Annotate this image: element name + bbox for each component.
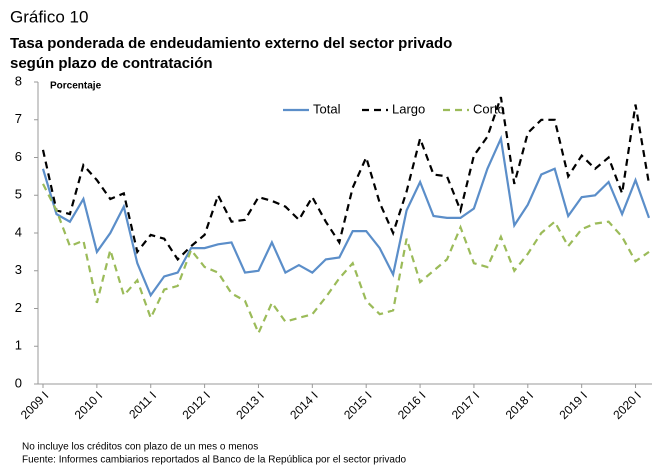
x-tick-label: 2012 I — [179, 388, 212, 421]
y-tick-label: 3 — [15, 262, 22, 277]
y-axis-label: Porcentaje — [50, 81, 102, 92]
note: Fuente: Informes cambiarios reportados a… — [22, 455, 407, 466]
chart-title: Tasa ponderada de endeudamiento externo … — [10, 35, 452, 52]
note: No incluye los créditos con plazo de un … — [22, 442, 258, 453]
series-line — [41, 134, 651, 298]
x-tick-label: 2011 I — [126, 388, 159, 421]
x-tick-label: 2020 I — [610, 388, 643, 421]
x-tick-label: 2019 I — [557, 388, 590, 421]
chart-title: según plazo de contratación — [10, 55, 213, 72]
legend-label: Corto — [473, 101, 505, 116]
x-tick-label: 2017 I — [449, 388, 482, 421]
x-tick-label: 2018 I — [503, 388, 536, 421]
y-tick-label: 1 — [15, 338, 22, 353]
y-tick-label: 4 — [15, 224, 22, 239]
x-tick-label: 2014 I — [287, 388, 320, 421]
legend-label: Largo — [392, 101, 425, 116]
series-line — [42, 183, 650, 336]
x-tick-label: 2013 I — [233, 388, 266, 421]
legend-label: Total — [313, 101, 341, 116]
y-tick-label: 7 — [15, 111, 22, 126]
y-tick-label: 6 — [15, 149, 22, 164]
x-tick-label: 2016 I — [395, 388, 428, 421]
y-tick-label: 2 — [15, 300, 22, 315]
y-tick-label: 0 — [15, 375, 22, 390]
y-tick-label: 8 — [15, 73, 22, 88]
x-tick-label: 2010 I — [72, 388, 105, 421]
y-tick-label: 5 — [15, 187, 22, 202]
x-tick-label: 2009 I — [18, 388, 51, 421]
series-line — [41, 96, 651, 262]
chart-label: Gráfico 10 — [10, 7, 88, 26]
x-tick-label: 2015 I — [341, 388, 374, 421]
